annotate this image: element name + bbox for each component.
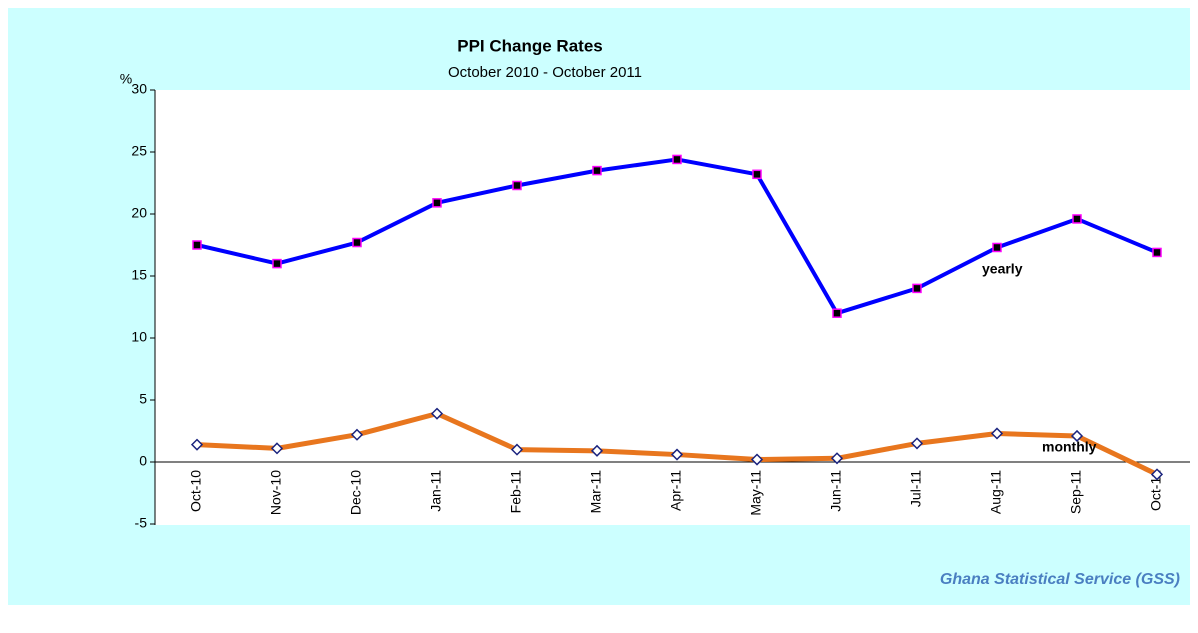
marker: [1072, 214, 1082, 224]
marker: [432, 198, 442, 208]
x-tick-label: Dec-10: [348, 470, 364, 515]
y-tick-label: 30: [131, 81, 147, 97]
x-tick-label: Jun-11: [828, 470, 844, 512]
x-tick-label: Sep-11: [1068, 470, 1084, 514]
marker: [512, 180, 522, 191]
marker: [1150, 468, 1164, 481]
x-tick-label: May-11: [748, 470, 764, 516]
y-tick-label: 5: [139, 391, 147, 407]
x-tick-label: Jan-11: [428, 470, 444, 512]
marker: [912, 283, 922, 294]
marker: [352, 237, 362, 248]
y-tick-label: 15: [131, 267, 147, 283]
marker: [592, 165, 602, 176]
y-tick-label: 10: [131, 329, 147, 345]
series-label: monthly: [1042, 439, 1097, 455]
series-label: yearly: [982, 261, 1023, 277]
marker: [832, 308, 842, 318]
marker: [750, 453, 764, 466]
source: Ghana Statistical Service (GSS): [940, 571, 1180, 588]
marker: [270, 442, 284, 455]
x-tick-label: Apr-11: [668, 470, 684, 511]
marker: [1070, 429, 1084, 443]
chart-title: PPI Change Rates: [457, 36, 603, 55]
y-tick-label: -5: [135, 515, 148, 531]
marker: [752, 169, 762, 180]
x-tick-label: Mar-11: [588, 470, 604, 514]
x-tick-label: Feb-11: [508, 470, 524, 514]
marker: [350, 428, 364, 441]
y-tick-label: 20: [131, 205, 147, 221]
marker: [192, 240, 202, 250]
chart-subtitle: October 2010 - October 2011: [448, 64, 642, 81]
y-tick-label: 25: [131, 143, 147, 159]
marker: [992, 242, 1002, 253]
marker: [430, 407, 444, 420]
x-tick-label: Oct-11: [1148, 470, 1164, 511]
x-tick-label: Oct-10: [188, 470, 204, 512]
y-axis-label: %: [120, 71, 132, 87]
y-tick-label: 0: [139, 453, 147, 469]
marker: [590, 444, 604, 457]
marker: [510, 443, 524, 456]
marker: [672, 154, 682, 165]
marker: [910, 437, 924, 450]
marker: [1152, 247, 1162, 258]
marker: [990, 427, 1004, 440]
marker: [830, 452, 844, 465]
marker: [670, 448, 684, 461]
x-tick-label: Jul-11: [908, 470, 924, 507]
x-tick-label: Nov-10: [268, 470, 284, 515]
marker: [190, 438, 204, 451]
marker: [272, 258, 282, 269]
x-tick-label: Aug-11: [988, 470, 1004, 514]
